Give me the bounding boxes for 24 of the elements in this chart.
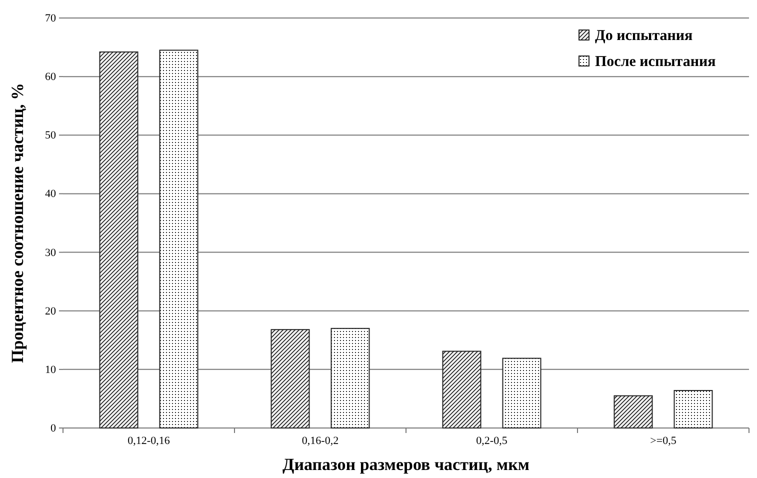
y-tick-label: 50 <box>45 130 56 142</box>
x-axis-title: Диапазон размеров частиц, мкм <box>282 455 530 474</box>
bar <box>614 395 653 428</box>
y-tick-label: 60 <box>45 71 56 84</box>
x-tick-label: 0,16-0,2 <box>302 434 339 447</box>
bar <box>159 50 198 428</box>
y-tick-label: 10 <box>45 364 56 376</box>
y-tick-label: 40 <box>45 188 56 200</box>
bar <box>270 329 310 428</box>
y-tick-label: 70 <box>45 12 56 25</box>
bar <box>502 358 542 428</box>
x-tick-label: 0,2-0,5 <box>476 434 508 447</box>
bar <box>674 390 713 428</box>
legend-label: После испытания <box>595 54 716 70</box>
y-tick-label: 0 <box>50 422 56 435</box>
legend-label: До испытания <box>595 28 693 44</box>
y-axis-title: Процентное соотношение частиц, % <box>8 82 27 364</box>
bar <box>442 350 482 428</box>
bar <box>330 328 370 428</box>
y-tick-label: 30 <box>45 246 56 259</box>
bar <box>99 51 138 428</box>
x-tick-label: >=0,5 <box>650 434 677 447</box>
x-tick-label: 0,12-0,16 <box>128 434 170 447</box>
y-tick-label: 20 <box>45 305 56 318</box>
